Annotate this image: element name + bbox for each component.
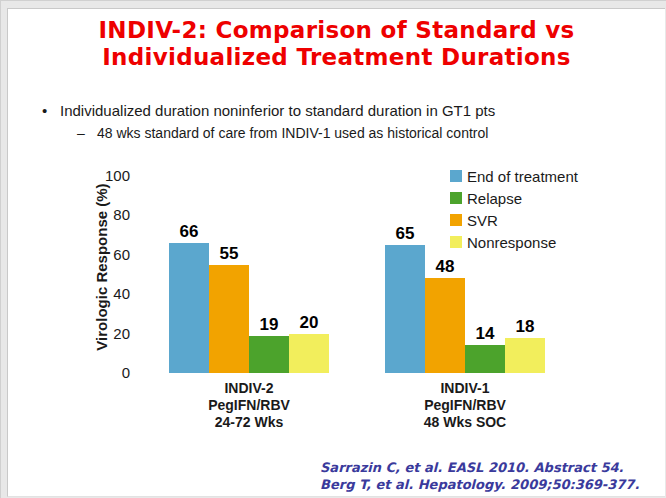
legend-label: Relapse <box>467 190 522 207</box>
bar-value-label: 20 <box>289 313 329 332</box>
bar-value-label: 65 <box>385 224 425 243</box>
y-tick-label: 80 <box>90 206 130 224</box>
presentation-slide: INDIV-2: Comparison of Standard vs Indiv… <box>7 8 665 497</box>
y-tick-label: 40 <box>90 285 130 303</box>
group-label-line: 48 Wks SOC <box>385 414 545 431</box>
bar-svr <box>209 265 249 373</box>
y-tick-label: 100 <box>90 167 130 185</box>
bar-nonresponse <box>505 338 545 373</box>
legend-label: End of treatment <box>467 168 578 185</box>
legend-label: SVR <box>467 212 498 229</box>
bar-value-label: 14 <box>465 324 505 343</box>
legend-item: Nonresponse <box>450 231 578 253</box>
bar-value-label: 66 <box>169 222 209 241</box>
bar-relapse <box>465 345 505 373</box>
group-label-line: PegIFN/RBV <box>385 397 545 414</box>
legend-swatch <box>450 236 462 248</box>
group-label: INDIV-2PegIFN/RBV24-72 Wks <box>169 380 329 431</box>
citation-line1: Sarrazin C, et al. EASL 2010. Abstract 5… <box>320 460 639 477</box>
bar-value-label: 55 <box>209 244 249 263</box>
legend-item: End of treatment <box>450 165 578 187</box>
chart-legend: End of treatment Relapse SVR Nonresponse <box>450 165 578 253</box>
group-label: INDIV-1PegIFN/RBV48 Wks SOC <box>385 380 545 431</box>
y-tick-label: 60 <box>90 246 130 264</box>
bar-end-of-treatment <box>385 245 425 373</box>
screenshot-page: INDIV-2: Comparison of Standard vs Indiv… <box>0 0 666 498</box>
bar-chart: Virologic Response (%) 020406080100 6655… <box>8 9 666 498</box>
group-label-line: INDIV-1 <box>385 380 545 397</box>
legend-swatch <box>450 192 462 204</box>
bar-end-of-treatment <box>169 243 209 373</box>
bar-value-label: 48 <box>425 257 465 276</box>
legend-label: Nonresponse <box>467 234 556 251</box>
bar-value-label: 18 <box>505 317 545 336</box>
bar-svr <box>425 278 465 373</box>
legend-swatch <box>450 170 462 182</box>
bar-nonresponse <box>289 334 329 373</box>
legend-item: Relapse <box>450 187 578 209</box>
y-tick-label: 0 <box>90 364 130 382</box>
legend-item: SVR <box>450 209 578 231</box>
bar-relapse <box>249 336 289 373</box>
bar-value-label: 19 <box>249 315 289 334</box>
y-tick-label: 20 <box>90 325 130 343</box>
group-label-line: 24-72 Wks <box>169 414 329 431</box>
group-label-line: INDIV-2 <box>169 380 329 397</box>
group-label-line: PegIFN/RBV <box>169 397 329 414</box>
legend-swatch <box>450 214 462 226</box>
citation-line2: Berg T, et al. Hepatology. 2009;50:369-3… <box>320 477 639 494</box>
citation: Sarrazin C, et al. EASL 2010. Abstract 5… <box>320 460 639 493</box>
